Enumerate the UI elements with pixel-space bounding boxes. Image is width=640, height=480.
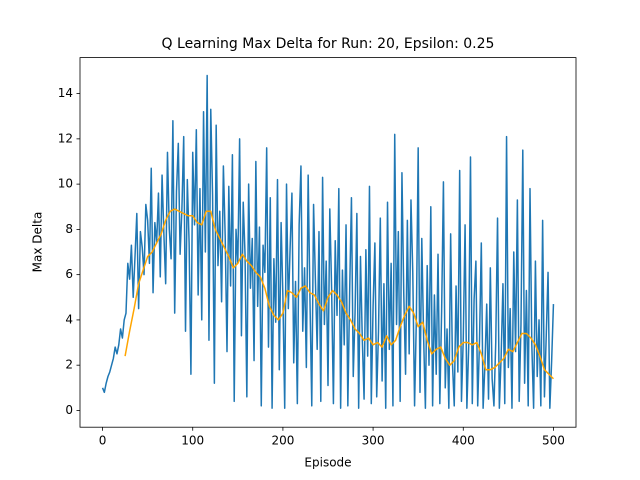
y-tick-label: 6 xyxy=(65,267,73,281)
x-tick-label: 500 xyxy=(542,434,565,448)
y-tick-label: 12 xyxy=(58,131,73,145)
x-tick-label: 0 xyxy=(99,434,107,448)
data-line xyxy=(101,74,555,409)
y-tick-label: 4 xyxy=(65,312,73,326)
plot-area xyxy=(101,74,555,409)
y-tick-label: 0 xyxy=(65,403,73,417)
y-tick-label: 10 xyxy=(58,177,73,191)
y-tick-label: 8 xyxy=(65,222,73,236)
axes-frame xyxy=(79,57,577,428)
chart-title: Q Learning Max Delta for Run: 20, Epsilo… xyxy=(162,36,495,52)
x-tick-label: 100 xyxy=(181,434,204,448)
x-tick-label: 400 xyxy=(452,434,475,448)
x-axis-label: Episode xyxy=(304,456,351,470)
x-tick-label: 200 xyxy=(271,434,294,448)
data-line xyxy=(124,208,554,380)
y-tick-label: 2 xyxy=(65,358,73,372)
y-tick-label: 14 xyxy=(58,86,73,100)
y-axis-label: Max Delta xyxy=(31,212,45,273)
x-tick-label: 300 xyxy=(362,434,385,448)
